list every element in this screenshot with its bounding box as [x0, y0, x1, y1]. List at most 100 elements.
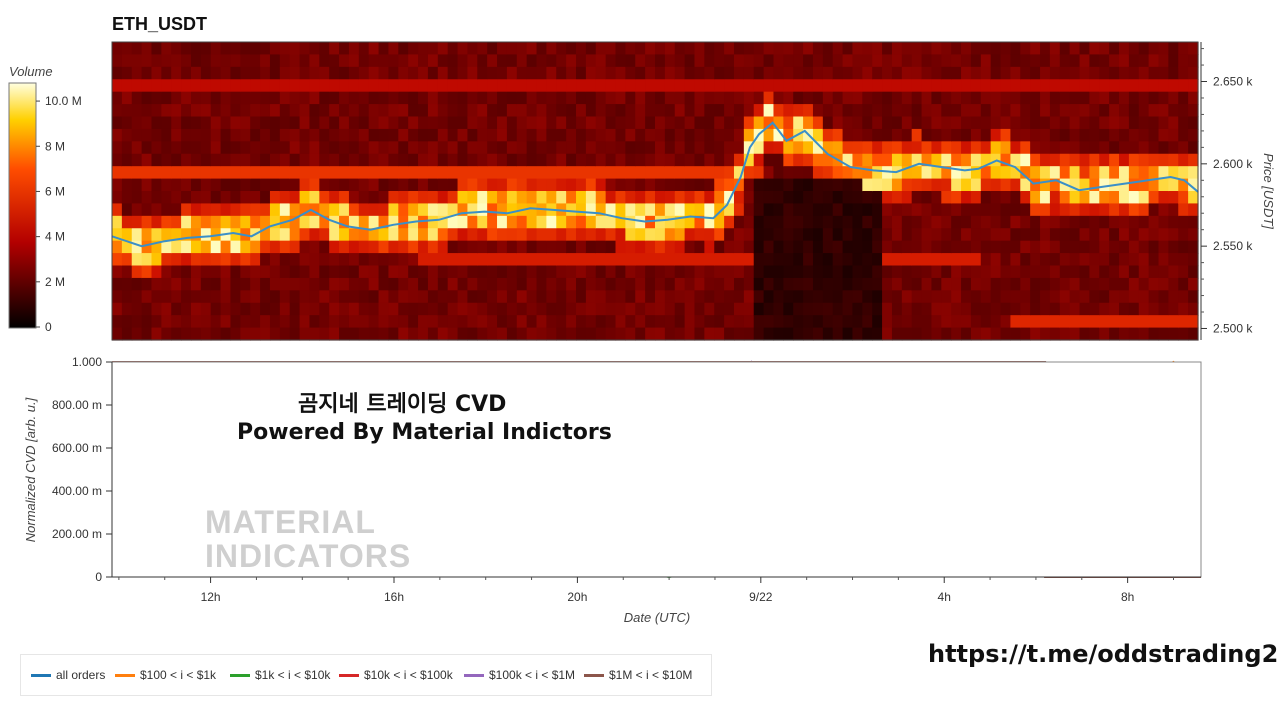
heatmap-cell	[1099, 290, 1110, 304]
heatmap-cell	[279, 42, 291, 56]
heatmap-cell	[299, 79, 311, 93]
heatmap-cell	[980, 203, 992, 217]
heatmap-cell	[842, 178, 854, 192]
heatmap-cell	[467, 153, 478, 167]
heatmap-cell	[546, 116, 557, 130]
heatmap-cell	[269, 191, 281, 205]
heatmap-cell	[210, 302, 222, 316]
heatmap-cell	[477, 203, 488, 217]
heatmap-cell	[566, 66, 577, 80]
heatmap-cell	[299, 178, 311, 192]
heatmap-cell	[437, 302, 449, 316]
telegram-link[interactable]: https://t.me/oddstrading2	[928, 640, 1279, 668]
heatmap-cell	[1158, 302, 1169, 316]
heatmap-cell	[112, 178, 123, 192]
heatmap-cell	[418, 203, 429, 217]
heatmap-cell	[901, 290, 913, 304]
heatmap-cell	[714, 91, 725, 105]
heatmap-cell	[467, 240, 478, 254]
heatmap-cell	[309, 91, 320, 105]
heatmap-cell	[171, 302, 182, 316]
heatmap-cell	[210, 191, 222, 205]
heatmap-cell	[684, 277, 696, 291]
heatmap-cell	[1059, 191, 1071, 205]
heatmap-cell	[1089, 116, 1100, 130]
heatmap-cell	[1079, 153, 1090, 167]
heatmap-cell	[1158, 79, 1169, 93]
heatmap-cell	[1178, 178, 1189, 192]
heatmap-cell	[1188, 228, 1199, 242]
heatmap-cell	[566, 54, 577, 68]
heatmap-cell	[250, 91, 261, 105]
heatmap-cell	[724, 66, 735, 80]
legend-item-1k-10k[interactable]: $1k < i < $10k	[230, 668, 330, 682]
heatmap-cell	[1099, 66, 1110, 80]
heatmap-cell	[970, 315, 982, 329]
heatmap-cell	[812, 290, 824, 304]
cvd-x-tick-label: 9/22	[749, 590, 773, 604]
legend-item-100-1k[interactable]: $100 < i < $1k	[115, 668, 216, 682]
heatmap-cell	[615, 265, 626, 279]
heatmap-cell	[526, 91, 538, 105]
heatmap-cell	[812, 104, 824, 118]
legend-item-all-orders[interactable]: all orders	[31, 668, 105, 682]
heatmap-cell	[1188, 141, 1199, 155]
heatmap-cell	[921, 42, 933, 56]
cvd-y-tick-label: 600.00 m	[52, 441, 102, 455]
heatmap-cell	[901, 315, 913, 329]
heatmap-cell	[388, 315, 399, 329]
heatmap-cell	[891, 253, 903, 267]
heatmap-cell	[694, 54, 705, 68]
heatmap-cell	[131, 42, 143, 56]
heatmap-cell	[457, 79, 469, 93]
heatmap-cell	[112, 128, 123, 142]
heatmap-cell	[576, 253, 587, 267]
heatmap-cell	[714, 228, 725, 242]
heatmap-cell	[1040, 191, 1051, 205]
heatmap-cell	[230, 191, 241, 205]
heatmap-cell	[931, 116, 942, 130]
heatmap-cell	[526, 203, 538, 217]
heatmap-cell	[161, 54, 172, 68]
heatmap-cell	[358, 128, 370, 142]
heatmap-cell	[1049, 178, 1061, 192]
heatmap-cell	[368, 277, 380, 291]
heatmap-cell	[260, 178, 271, 192]
heatmap-cell	[694, 191, 705, 205]
heatmap-cell	[388, 79, 399, 93]
legend-swatch	[339, 674, 359, 678]
heatmap-cell	[1188, 42, 1199, 56]
heatmap-cell	[1168, 315, 1179, 329]
heatmap-cell	[329, 141, 340, 155]
heatmap-cell	[743, 54, 755, 68]
heatmap-cell	[704, 277, 715, 291]
legend-item-1m-10m[interactable]: $1M < i < $10M	[584, 668, 692, 682]
heatmap-cell	[230, 104, 241, 118]
heatmap-cell	[516, 265, 528, 279]
heatmap-cell	[585, 290, 597, 304]
heatmap-cell	[348, 253, 360, 267]
heatmap-cell	[970, 215, 982, 229]
heatmap-cell	[220, 128, 232, 142]
heatmap-cell	[655, 104, 666, 118]
heatmap-cell	[576, 265, 587, 279]
heatmap-cell	[655, 141, 666, 155]
legend-item-100k-1m[interactable]: $100k < i < $1M	[464, 668, 575, 682]
heatmap-cell	[882, 253, 893, 267]
heatmap-cell	[1059, 66, 1071, 80]
heatmap-cell	[951, 191, 962, 205]
heatmap-cell	[418, 191, 429, 205]
heatmap-cell	[576, 42, 587, 56]
heatmap-cell	[131, 315, 143, 329]
heatmap-cell	[250, 128, 261, 142]
heatmap-cell	[684, 215, 696, 229]
heatmap-cell	[1138, 54, 1150, 68]
heatmap-cell	[783, 240, 794, 254]
heatmap-cell	[822, 141, 834, 155]
legend-item-10k-100k[interactable]: $10k < i < $100k	[339, 668, 453, 682]
heatmap-cell	[418, 265, 429, 279]
heatmap-cell	[941, 240, 952, 254]
heatmap-cell	[190, 66, 202, 80]
heatmap-cell	[1119, 327, 1130, 341]
heatmap-cell	[1010, 191, 1021, 205]
